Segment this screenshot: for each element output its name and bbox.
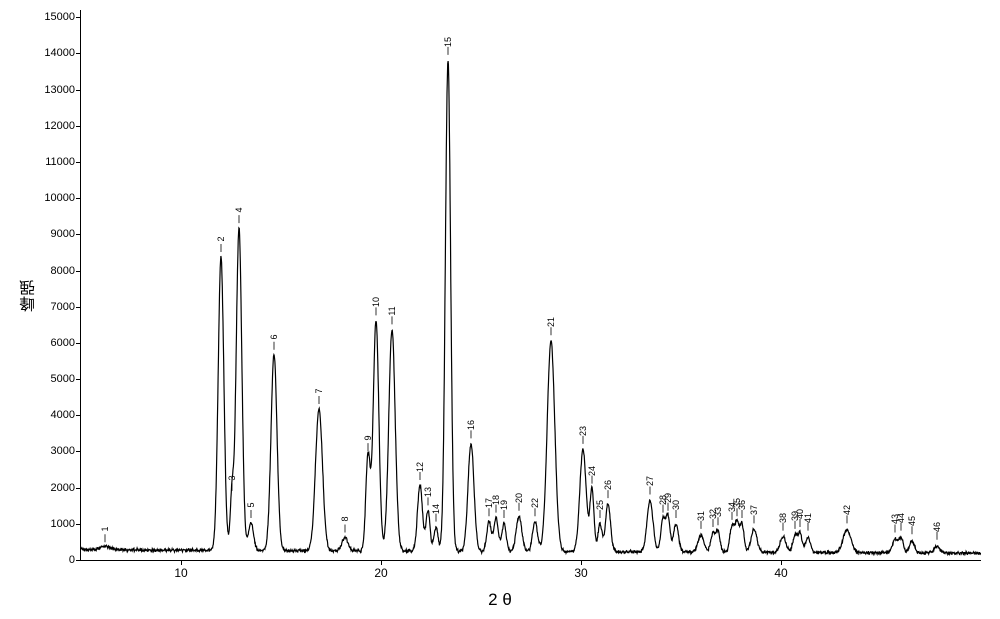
peak-label: 36 — [737, 500, 747, 510]
peak-label: 9 — [363, 436, 373, 441]
peak-label: 42 — [842, 505, 852, 515]
peak-label: 27 — [645, 476, 655, 486]
peak-label: 25 — [595, 500, 605, 510]
peak-label: 13 — [423, 487, 433, 497]
peak-label: 19 — [499, 500, 509, 510]
y-axis-label: 峰强 — [18, 280, 42, 312]
peak-label: 45 — [907, 516, 917, 526]
peak-label: 10 — [371, 297, 381, 307]
xrd-plot: 0100020003000400050006000700080009000100… — [80, 10, 981, 561]
peak-label: 3 — [227, 475, 237, 480]
peak-label: 14 — [431, 504, 441, 514]
peak-label: 1 — [100, 527, 110, 532]
peak-label: 5 — [246, 502, 256, 507]
peak-label: 30 — [671, 500, 681, 510]
peak-label: 46 — [932, 522, 942, 532]
peak-label: 41 — [803, 513, 813, 523]
peak-label: 2 — [216, 237, 226, 242]
peak-label: 33 — [713, 507, 723, 517]
x-axis-label: 2 θ — [0, 590, 1000, 610]
peak-label: 8 — [340, 517, 350, 522]
peak-label: 26 — [603, 480, 613, 490]
peak-label: 7 — [314, 389, 324, 394]
peak-label: 24 — [587, 466, 597, 476]
peak-label: 38 — [778, 513, 788, 523]
peak-label: 21 — [546, 317, 556, 327]
peak-label: 22 — [530, 498, 540, 508]
peak-label: 20 — [514, 493, 524, 503]
peak-label: 12 — [415, 462, 425, 472]
peak-label: 6 — [269, 334, 279, 339]
peak-label: 16 — [466, 420, 476, 430]
peak-label: 11 — [387, 307, 397, 316]
peak-label: 23 — [578, 426, 588, 436]
peak-label: 4 — [234, 208, 244, 213]
peak-label: 37 — [749, 505, 759, 515]
peak-label: 44 — [896, 513, 906, 523]
peak-label: 31 — [696, 511, 706, 521]
peak-label: 15 — [443, 37, 453, 47]
xrd-curve — [81, 10, 981, 560]
